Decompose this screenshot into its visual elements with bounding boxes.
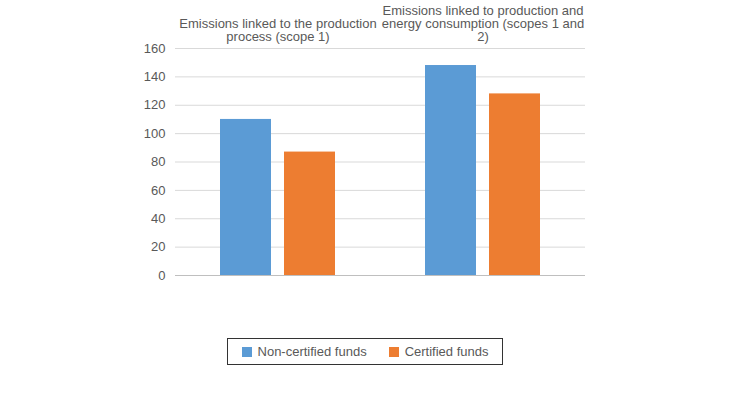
svg-text:160: 160 [144,41,166,56]
svg-text:60: 60 [151,183,165,198]
svg-text:20: 20 [151,239,165,254]
svg-text:40: 40 [151,211,165,226]
svg-text:80: 80 [151,154,165,169]
svg-text:Emissions linked to the produc: Emissions linked to the productionproces… [179,16,376,44]
html-text:Certified funds: Certified funds [404,344,489,359]
svg-text:Emissions linked to production: Emissions linked to production andenergy… [382,3,584,44]
svg-text:100: 100 [144,126,166,141]
svg-text:120: 120 [144,97,166,112]
svg-text:0: 0 [158,268,165,283]
html-text:Non-certified funds: Non-certified funds [257,344,367,359]
svg-text:140: 140 [144,69,166,84]
